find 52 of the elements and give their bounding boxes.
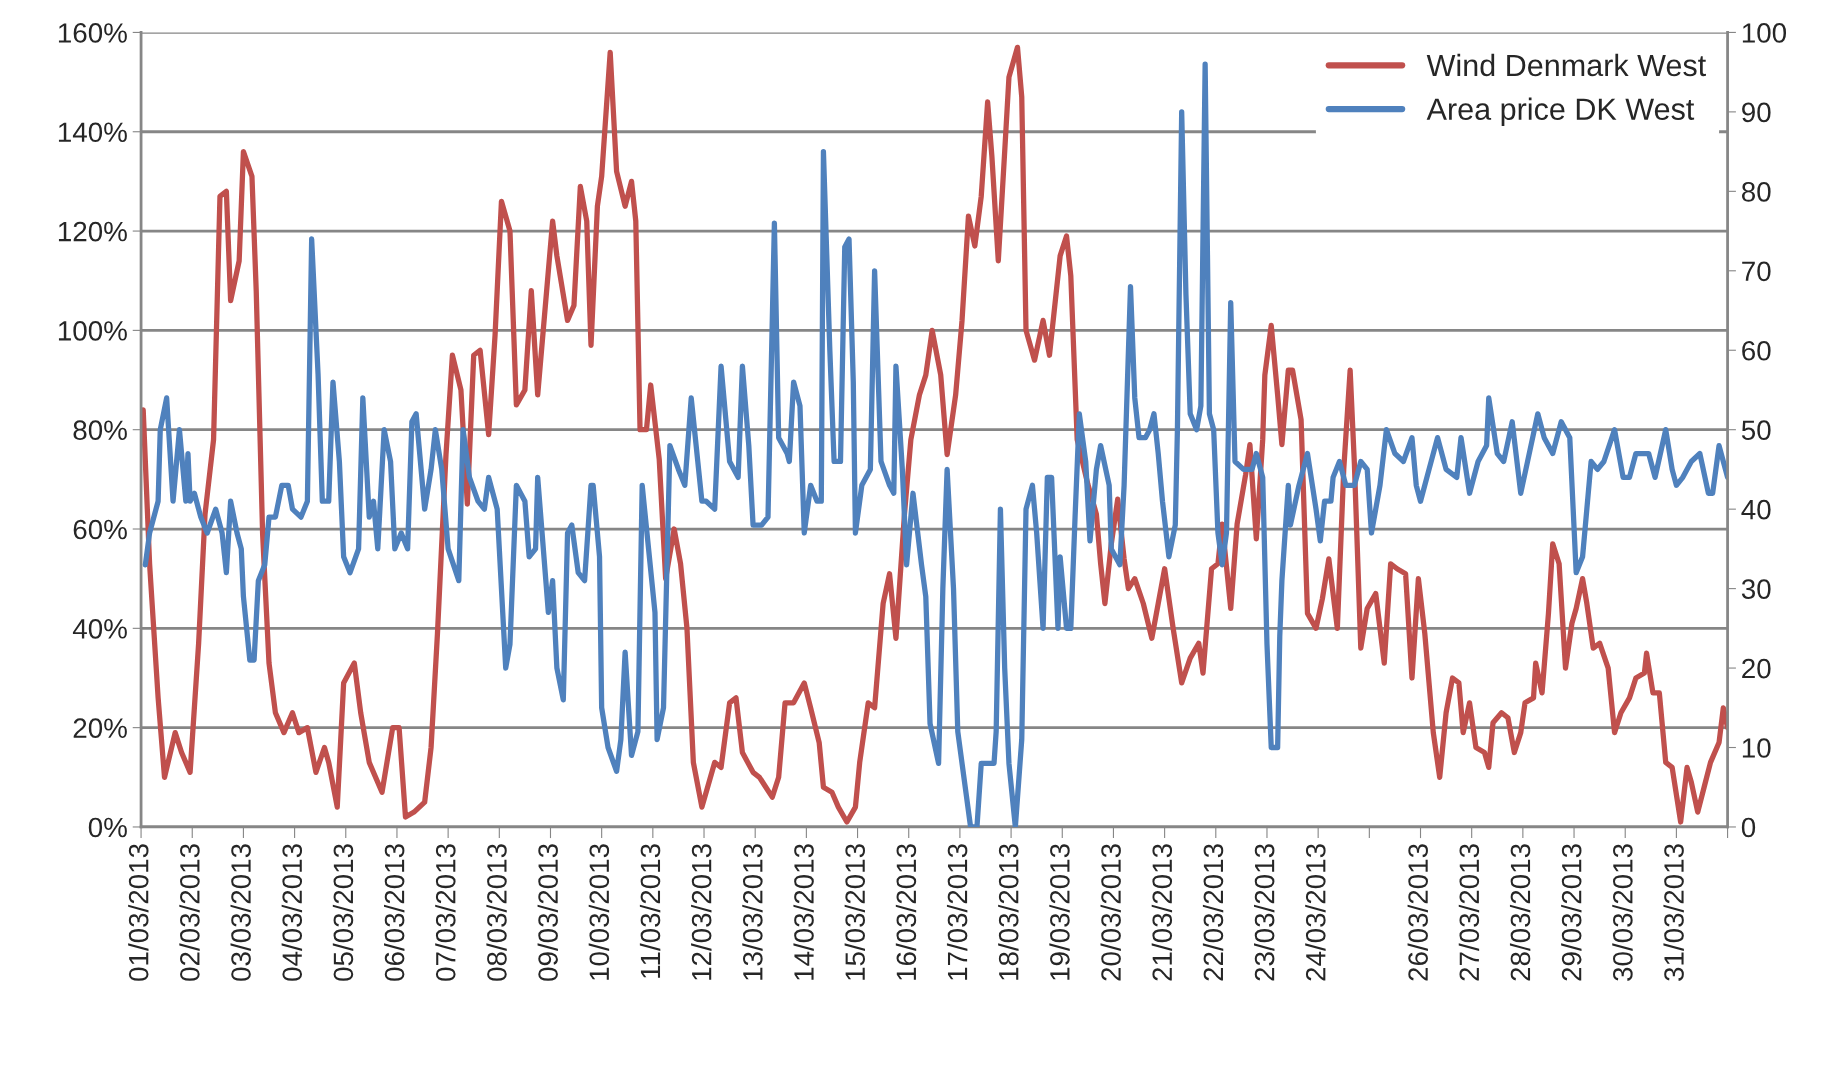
x-tick-label: 13/03/2013 <box>742 844 763 980</box>
x-tick-label: 27/03/2013 <box>1458 844 1480 981</box>
y-tick-label: 80% <box>73 420 127 441</box>
x-tick-label: 21/03/2013 <box>1151 844 1173 981</box>
x-tick-label: 04/03/2013 <box>281 844 303 981</box>
y2-tick-label: 0 <box>1741 817 1756 838</box>
y-tick-label: 100% <box>58 321 127 341</box>
x-tick-label: 03/03/2013 <box>230 844 251 981</box>
y-tick-label: 60% <box>73 519 127 540</box>
y2-tick-label: 20 <box>1742 658 1771 679</box>
y2-tick-label: 30 <box>1741 579 1771 599</box>
y2-tick-label: 70 <box>1742 261 1771 282</box>
legend-label: Wind Denmark West <box>1426 53 1706 77</box>
y2-tick-label: 80 <box>1741 182 1771 202</box>
y2-tick-label: 50 <box>1741 420 1771 441</box>
y2-tick-label: 100 <box>1742 23 1787 43</box>
y-tick-label: 20% <box>73 718 127 738</box>
x-tick-label: 18/03/2013 <box>998 844 1019 980</box>
y2-tick-label: 90 <box>1742 102 1771 123</box>
x-tick-label: 29/03/2013 <box>1561 844 1582 981</box>
x-tick-label: 26/03/2013 <box>1407 844 1428 981</box>
y-tick-label: 0% <box>88 817 127 838</box>
x-tick-label: 08/03/2013 <box>486 844 507 981</box>
y-tick-label: 160% <box>58 23 127 43</box>
x-tick-label: 20/03/2013 <box>1100 844 1121 981</box>
x-tick-label: 06/03/2013 <box>384 844 405 981</box>
legend-label: Area price DK West <box>1426 97 1695 127</box>
x-tick-label: 14/03/2013 <box>793 844 814 980</box>
y-tick-label: 40% <box>72 619 127 639</box>
x-tick-label: 16/03/2013 <box>895 844 917 980</box>
x-tick-label: 09/03/2013 <box>537 844 558 981</box>
x-tick-label: 22/03/2013 <box>1202 844 1224 981</box>
x-tick-label: 12/03/2013 <box>691 844 712 980</box>
x-tick-label: 10/03/2013 <box>588 844 610 980</box>
x-tick-label: 11/03/2013 <box>639 844 661 978</box>
x-tick-label: 15/03/2013 <box>844 844 866 980</box>
x-tick-label: 28/03/2013 <box>1509 844 1531 981</box>
x-tick-label: 02/03/2013 <box>179 844 200 981</box>
x-tick-label: 23/03/2013 <box>1254 844 1275 981</box>
x-tick-label: 01/03/2013 <box>128 844 149 981</box>
x-tick-label: 31/03/2013 <box>1663 844 1684 981</box>
y2-tick-label: 40 <box>1741 499 1771 520</box>
x-tick-label: 30/03/2013 <box>1612 844 1633 981</box>
y-tick-label: 120% <box>58 221 127 242</box>
x-tick-label: 05/03/2013 <box>332 844 354 981</box>
x-tick-label: 19/03/2013 <box>1049 844 1070 980</box>
y2-tick-label: 10 <box>1742 738 1771 758</box>
y-tick-label: 140% <box>58 122 127 143</box>
x-tick-label: 24/03/2013 <box>1305 844 1326 981</box>
x-tick-label: 07/03/2013 <box>435 844 456 981</box>
x-tick-label: 17/03/2013 <box>946 844 968 980</box>
y2-tick-label: 60 <box>1742 340 1771 361</box>
